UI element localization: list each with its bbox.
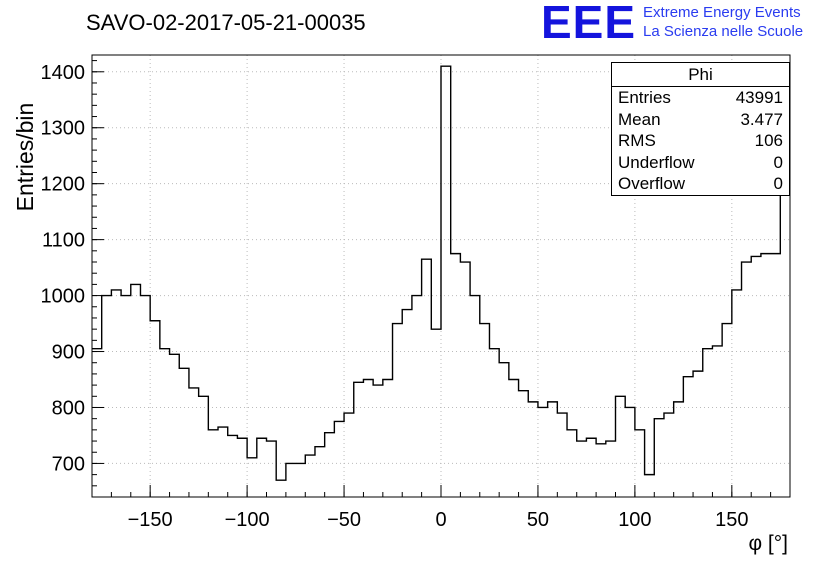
- eee-logo-subtitle: Extreme Energy Events La Scienza nelle S…: [643, 3, 803, 41]
- stat-value: 0: [773, 152, 783, 172]
- stats-box-rows: Entries 43991 Mean 3.477 RMS 106 Underflow 0 Ove…: [612, 87, 789, 195]
- y-axis-label: Entries/bin: [12, 103, 38, 212]
- stat-label: Underflow: [618, 152, 695, 172]
- stats-box: Phi Entries 43991 Mean 3.477 RMS 106 Underflow…: [611, 62, 790, 196]
- x-tick-label: −150: [128, 509, 173, 531]
- stat-value: 43991: [735, 88, 783, 107]
- y-tick-label: 1400: [41, 62, 86, 84]
- x-tick-label: 0: [435, 509, 446, 531]
- stat-row: RMS 106: [612, 130, 789, 152]
- y-tick-label: 800: [52, 397, 85, 419]
- x-tick-label: −100: [225, 509, 270, 531]
- eee-logo-subtitle-line1: Extreme Energy Events: [643, 4, 801, 21]
- stat-label: Mean: [618, 109, 661, 129]
- stat-value: 0: [773, 174, 783, 193]
- stat-row: Underflow 0: [612, 152, 789, 174]
- eee-logo-letters: EEE: [541, 0, 637, 48]
- stat-row: Entries 43991: [612, 87, 789, 109]
- stat-row: Overflow 0: [612, 173, 789, 195]
- stat-value: 3.477: [740, 109, 783, 129]
- x-tick-label: −50: [327, 509, 361, 531]
- y-tick-label: 1200: [41, 174, 86, 196]
- page-title: SAVO-02-2017-05-21-00035: [86, 10, 366, 35]
- x-tick-label: 100: [618, 509, 651, 531]
- x-axis-label: φ [°]: [748, 532, 788, 555]
- y-tick-label: 1000: [41, 286, 86, 308]
- eee-logo-subtitle-line2: La Scienza nelle Scuole: [643, 23, 804, 40]
- y-tick-label: 1100: [42, 230, 85, 252]
- y-tick-label: 900: [52, 342, 85, 364]
- y-tick-label: 1300: [41, 118, 86, 140]
- histogram-line: [92, 65, 790, 481]
- stat-row: Mean 3.477: [612, 109, 789, 131]
- x-tick-label: 50: [527, 509, 549, 531]
- stat-label: Overflow: [618, 174, 686, 193]
- stats-box-title: Phi: [612, 63, 789, 87]
- stat-label: RMS: [618, 131, 656, 150]
- stat-label: Entries: [618, 88, 671, 107]
- eee-logo: EEE Extreme Energy Events La Scienza nel…: [541, 0, 803, 48]
- stat-value: 106: [754, 131, 783, 150]
- y-tick-label: 700: [52, 453, 85, 475]
- x-tick-label: 150: [715, 509, 748, 531]
